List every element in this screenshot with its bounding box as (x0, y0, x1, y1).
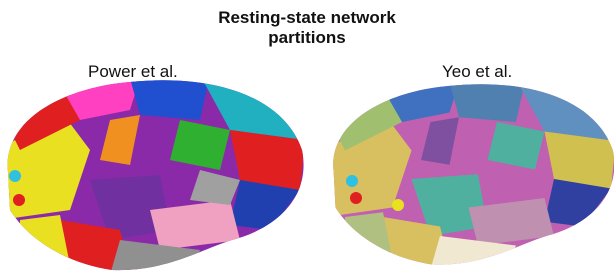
brain-images (0, 0, 614, 274)
brain-power (0, 70, 320, 274)
brain-yeo (326, 75, 614, 274)
figure: Resting-state network partitions Power e… (0, 0, 614, 274)
